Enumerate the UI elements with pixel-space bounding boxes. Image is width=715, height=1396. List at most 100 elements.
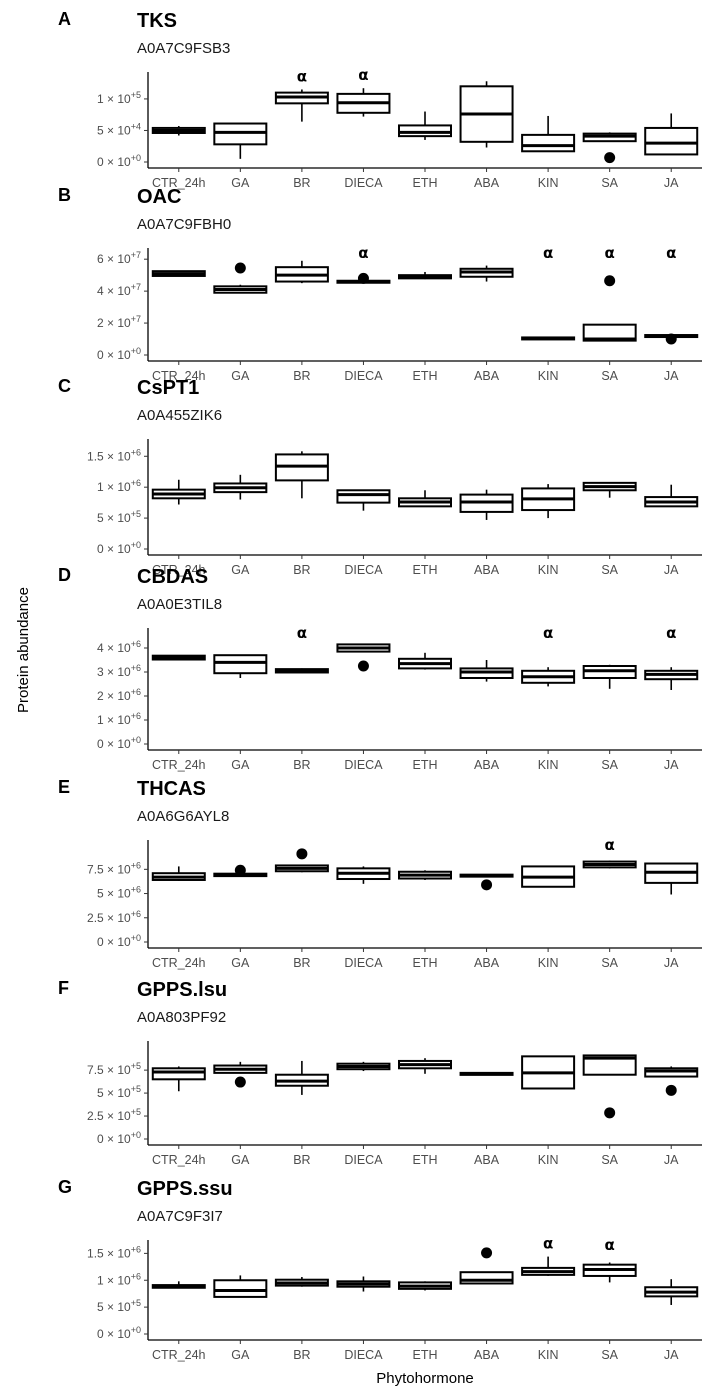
outlier-point — [234, 864, 246, 876]
y-tick-label: 6 × 10+7 — [97, 250, 141, 266]
panel-letter: G — [58, 1177, 72, 1197]
outlier-point — [357, 660, 369, 672]
panel-letter: D — [58, 565, 71, 585]
box-iqr — [213, 1279, 268, 1298]
box-kin: α — [521, 244, 576, 341]
x-tick-label: ABA — [474, 176, 500, 190]
panel-d: D CBDAS A0A0E3TIL8 0 × 10+0 1 × 10+6 2 × 10+6… — [58, 565, 702, 772]
significance-mark: α — [297, 67, 307, 85]
x-tick-label: JA — [664, 369, 679, 383]
box-iqr — [459, 1271, 514, 1285]
significance-mark: α — [543, 624, 553, 642]
x-tick-label: KIN — [538, 1153, 559, 1167]
x-tick-label: GA — [231, 563, 250, 577]
outlier-point — [234, 1076, 246, 1088]
panel-title: THCAS — [137, 778, 206, 800]
panel-letter: E — [58, 777, 70, 797]
box-ja — [644, 113, 699, 156]
outlier-point — [665, 333, 677, 345]
box-sa — [582, 1054, 637, 1119]
panel-subtitle: A0A7C9FBH0 — [137, 216, 231, 233]
box-br — [274, 848, 329, 873]
panel-subtitle: A0A455ZIK6 — [137, 407, 222, 424]
x-tick-label: ETH — [413, 563, 438, 577]
x-tick-label: BR — [293, 176, 310, 190]
box-ctr-24h — [151, 654, 206, 661]
box-ga — [213, 1275, 268, 1298]
x-tick-label: DIECA — [344, 369, 383, 383]
x-tick-label: GA — [231, 369, 250, 383]
box-sa — [582, 481, 637, 498]
x-tick-label: ABA — [474, 1348, 500, 1362]
box-kin — [521, 115, 576, 153]
box-eth — [398, 490, 452, 508]
box-ga — [213, 122, 268, 159]
panel-letter: C — [58, 376, 71, 396]
outlier-point — [481, 879, 493, 891]
x-tick-label: ETH — [413, 369, 438, 383]
y-tick-label: 1 × 10+5 — [97, 90, 141, 106]
outlier-point — [604, 1107, 616, 1119]
panel-subtitle: A0A0E3TIL8 — [137, 596, 222, 613]
y-tick-label: 0 × 10+0 — [97, 1130, 141, 1146]
panel-f: F GPPS.lsu A0A803PF92 0 × 10+0 2.5 × 10+5 5 ×… — [58, 978, 702, 1167]
x-tick-label: SA — [601, 1348, 618, 1362]
y-tick-label: 5 × 10+6 — [97, 885, 141, 901]
x-tick-label: BR — [293, 563, 310, 577]
box-aba — [459, 489, 514, 520]
outlier-point — [234, 262, 246, 274]
x-tick-label: DIECA — [344, 1348, 383, 1362]
x-tick-label: BR — [293, 1348, 310, 1362]
x-tick-label: CTR_24h — [152, 176, 206, 190]
y-tick-label: 1 × 10+6 — [97, 478, 141, 494]
box-aba — [459, 660, 514, 682]
box-ga — [213, 654, 268, 678]
box-ja — [644, 484, 699, 508]
significance-mark: α — [605, 1236, 615, 1254]
box-br: α — [274, 624, 329, 674]
x-tick-label: BR — [293, 758, 310, 772]
box-aba — [459, 81, 514, 148]
x-tick-label: ABA — [474, 1153, 500, 1167]
x-tick-label: BR — [293, 1153, 310, 1167]
significance-mark: α — [543, 244, 553, 262]
box-ga — [213, 864, 268, 878]
panel-title: GPPS.ssu — [137, 1178, 233, 1200]
y-tick-label: 2 × 10+7 — [97, 314, 141, 330]
box-iqr — [151, 1067, 206, 1081]
y-tick-label: 0 × 10+0 — [97, 346, 141, 362]
significance-mark: α — [605, 836, 615, 854]
x-tick-label: JA — [664, 956, 679, 970]
box-kin — [521, 1055, 576, 1090]
x-tick-label: KIN — [538, 563, 559, 577]
box-ctr-24h — [151, 126, 206, 136]
box-aba — [459, 873, 514, 891]
panel-title: CBDAS — [137, 566, 208, 588]
outlier-point — [481, 1247, 493, 1259]
box-eth — [398, 1281, 452, 1291]
x-tick-label: GA — [231, 956, 250, 970]
box-sa — [582, 132, 637, 164]
panel-b: B OAC A0A7C9FBH0 0 × 10+0 2 × 10+7 4 × 10+7 6 … — [58, 185, 702, 383]
x-tick-label: DIECA — [344, 956, 383, 970]
box-ctr-24h — [151, 479, 206, 505]
x-tick-label: SA — [601, 563, 618, 577]
panel-a: A TKS A0A7C9FSB3 0 × 10+0 5 × 10+4 1 × 10+5 CT… — [58, 9, 702, 190]
x-tick-label: ETH — [413, 758, 438, 772]
y-tick-label: 3 × 10+6 — [97, 663, 141, 679]
significance-mark: α — [297, 624, 307, 642]
x-tick-label: ABA — [474, 956, 500, 970]
box-ctr-24h — [151, 866, 206, 881]
box-ctr-24h — [151, 1066, 206, 1092]
x-tick-label: SA — [601, 176, 618, 190]
box-eth — [398, 1058, 452, 1074]
x-tick-label: ETH — [413, 1153, 438, 1167]
panel-letter: F — [58, 978, 69, 998]
box-dieca — [336, 1061, 391, 1072]
x-tick-label: DIECA — [344, 758, 383, 772]
x-tick-label: CTR_24h — [152, 1153, 206, 1167]
x-tick-label: ETH — [413, 1348, 438, 1362]
box-kin — [521, 865, 576, 888]
y-tick-label: 5 × 10+4 — [97, 121, 141, 137]
